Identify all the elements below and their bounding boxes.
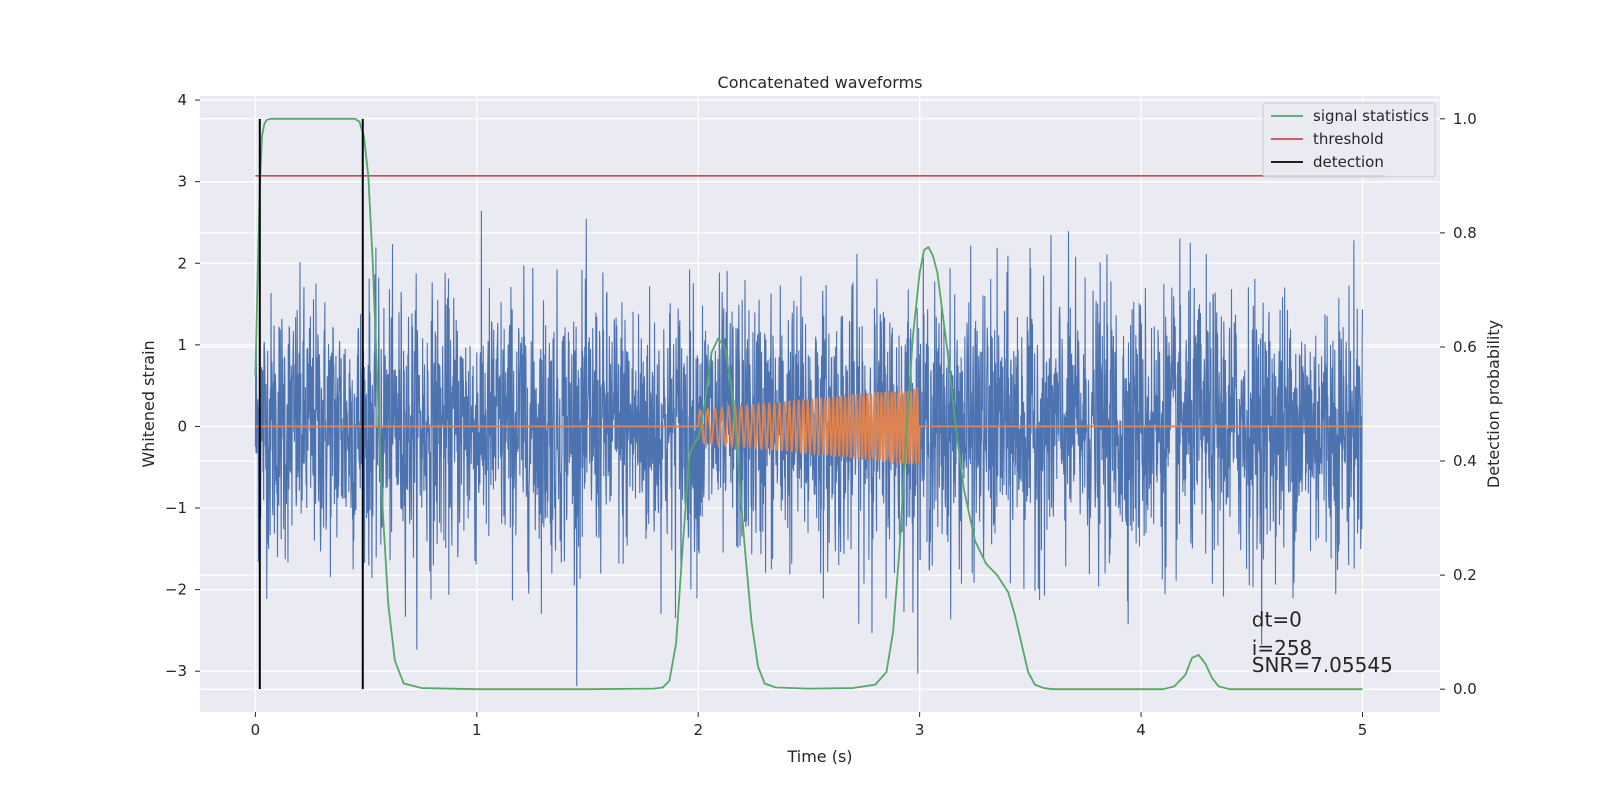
legend-box [1262, 102, 1436, 178]
y-tick-label: 2 [177, 254, 187, 272]
legend-label-threshold: threshold [1313, 130, 1384, 148]
annotation-text: i=258 [1252, 636, 1313, 660]
chart-title: Concatenated waveforms [718, 73, 923, 92]
annotation-text: SNR=7.05545 [1252, 653, 1393, 677]
y-tick-label: −1 [165, 499, 187, 517]
legend: signal statistics threshold detection [1262, 102, 1436, 178]
plot-area [254, 117, 1385, 691]
series-chirp [255, 387, 1363, 465]
legend-label-detection: detection [1313, 153, 1384, 171]
y-tick-label: 3 [177, 173, 187, 191]
legend-label-signal-statistics: signal statistics [1313, 107, 1429, 125]
x-tick-label: 5 [1358, 721, 1368, 739]
y-tick-label: 1 [177, 336, 187, 354]
annotation-text: dt=0 [1252, 607, 1302, 631]
y2-tick-label: 1.0 [1453, 110, 1477, 128]
y-axis-title: Whitened strain [139, 340, 158, 467]
y2-axis-title: Detection probability [1484, 320, 1503, 488]
y2-tick-label: 0.0 [1453, 680, 1477, 698]
y-tick-label: −2 [165, 581, 187, 599]
series-detection [258, 118, 364, 690]
y2-tick-label: 0.4 [1453, 452, 1477, 470]
y-tick-label: −3 [165, 662, 187, 680]
y2-tick-label: 0.6 [1453, 338, 1477, 356]
y-tick-label: 0 [177, 417, 187, 435]
x-tick-label: 3 [915, 721, 925, 739]
y2-tick-label: 0.2 [1453, 566, 1477, 584]
x-axis-title: Time (s) [786, 747, 852, 766]
x-tick-label: 2 [693, 721, 703, 739]
y-tick-label: 4 [177, 91, 187, 109]
axis-ticks: 0 1 2 3 4 5 −3 −2 −1 0 1 2 3 4 0.0 0.2 0.4 0.6 0.8 1.0 [165, 91, 1477, 739]
x-tick-label: 0 [251, 721, 261, 739]
y2-tick-label: 0.8 [1453, 224, 1477, 242]
x-tick-label: 1 [472, 721, 482, 739]
chirp-line [255, 387, 1363, 465]
x-tick-label: 4 [1136, 721, 1146, 739]
